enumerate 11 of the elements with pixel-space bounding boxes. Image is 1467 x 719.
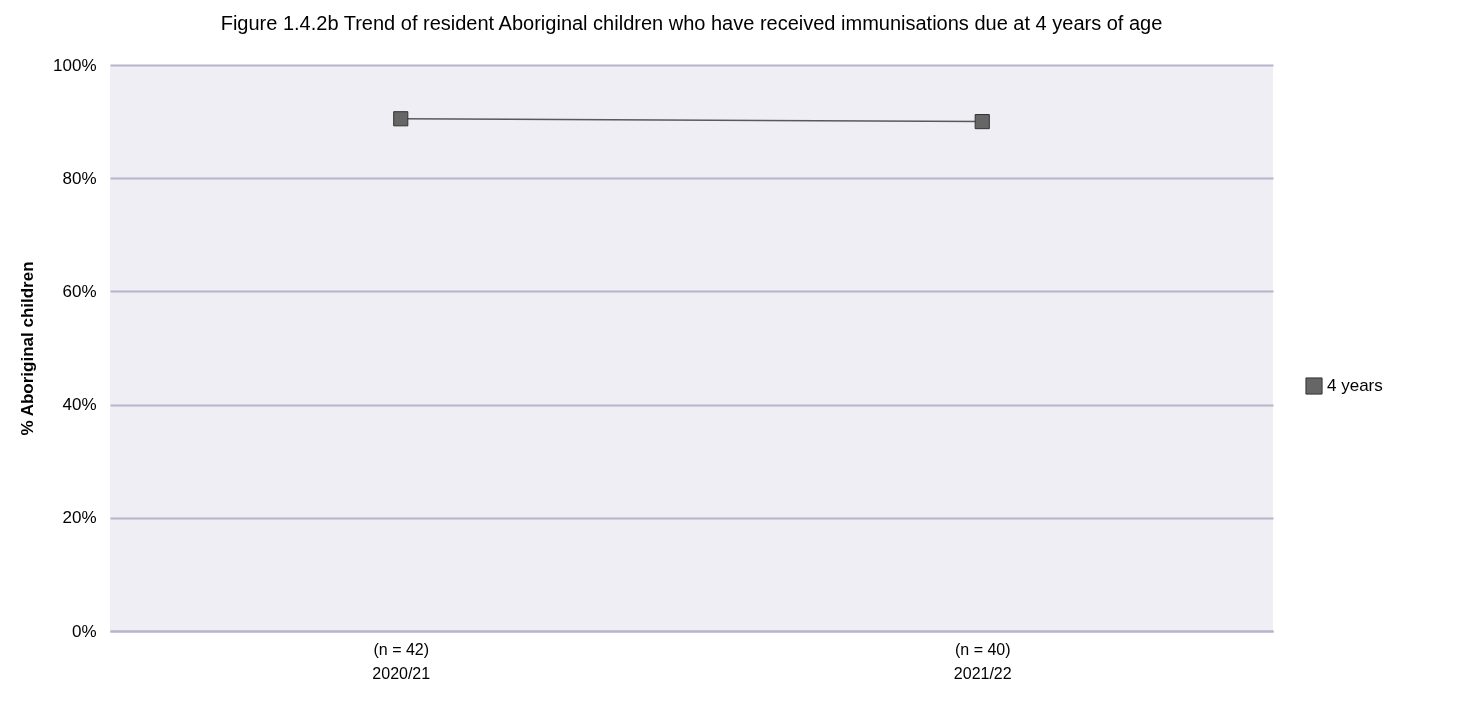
x-tick-label: (n = 42) 2020/21 [372, 640, 431, 682]
y-tick-label: 80% [62, 168, 97, 188]
y-tick-label: 60% [62, 281, 97, 301]
y-tick-label: 20% [62, 508, 97, 528]
y-axis-title: % Aboriginal children [18, 261, 38, 436]
legend-label: 4 years [1327, 376, 1383, 395]
x-tick-label: (n = 40) 2021/22 [953, 640, 1012, 682]
y-tick-label: 100% [53, 55, 97, 75]
y-tick-label: 0% [71, 621, 97, 641]
chart-title: Figure 1.4.2b Trend of resident Aboriginal children who have received immunisations due at 4 years of age [220, 12, 1163, 34]
y-tick-label: 40% [62, 395, 97, 415]
